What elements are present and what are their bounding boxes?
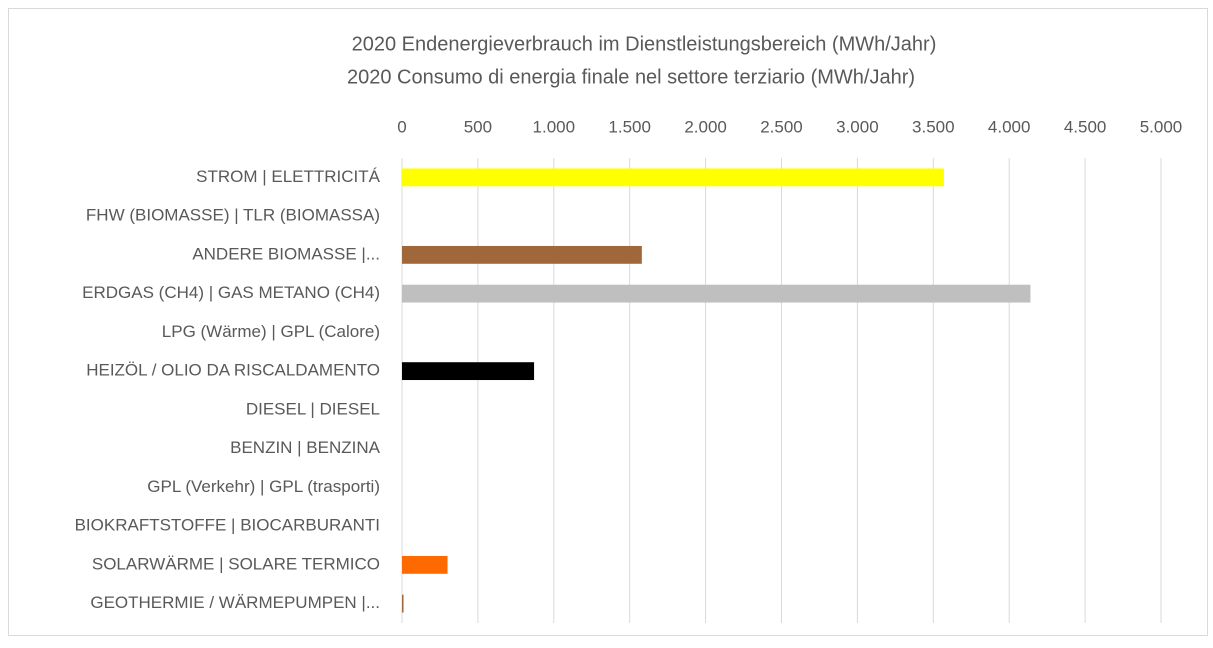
x-tick-label: 0: [397, 117, 406, 136]
x-tick-label: 2.500: [760, 117, 803, 136]
x-tick-label: 1.000: [533, 117, 576, 136]
chart-subtitle: 2020 Consumo di energia finale nel setto…: [347, 66, 915, 88]
y-tick-label: ANDERE BIOMASSE |...: [192, 244, 380, 263]
x-tick-label: 3.000: [836, 117, 879, 136]
x-tick-label: 1.500: [608, 117, 651, 136]
chart-title: 2020 Endenergieverbrauch im Dienstleistu…: [352, 33, 937, 55]
x-tick-label: 3.500: [912, 117, 955, 136]
x-tick-label: 500: [464, 117, 492, 136]
bar: [402, 168, 944, 187]
x-tick-label: 4.500: [1064, 117, 1107, 136]
y-tick-label: GEOTHERMIE / WÄRMEPUMPEN |...: [90, 593, 380, 612]
bar: [402, 284, 1031, 303]
y-tick-label: GPL (Verkehr) | GPL (trasporti): [147, 477, 380, 496]
x-tick-label: 2.000: [684, 117, 727, 136]
y-tick-label: FHW (BIOMASSE) | TLR (BIOMASSA): [86, 206, 380, 225]
y-tick-label: STROM | ELETTRICITÁ: [196, 167, 381, 186]
y-tick-label: BIOKRAFTSTOFFE | BIOCARBURANTI: [75, 516, 380, 535]
bar: [402, 245, 642, 264]
y-tick-label: HEIZÖL / OLIO DA RISCALDAMENTO: [86, 361, 380, 380]
chart-border: [8, 8, 1208, 636]
x-tick-label: 4.000: [988, 117, 1031, 136]
bar: [402, 555, 448, 574]
y-tick-label: BENZIN | BENZINA: [230, 438, 381, 457]
bar: [402, 362, 535, 381]
y-tick-label: LPG (Wärme) | GPL (Calore): [162, 322, 380, 341]
y-tick-label: SOLARWÄRME | SOLARE TERMICO: [92, 554, 380, 573]
bar: [402, 594, 404, 613]
y-tick-label: DIESEL | DIESEL: [246, 399, 380, 418]
y-tick-label: ERDGAS (CH4) | GAS METANO (CH4): [82, 283, 380, 302]
x-tick-label: 5.000: [1140, 117, 1183, 136]
